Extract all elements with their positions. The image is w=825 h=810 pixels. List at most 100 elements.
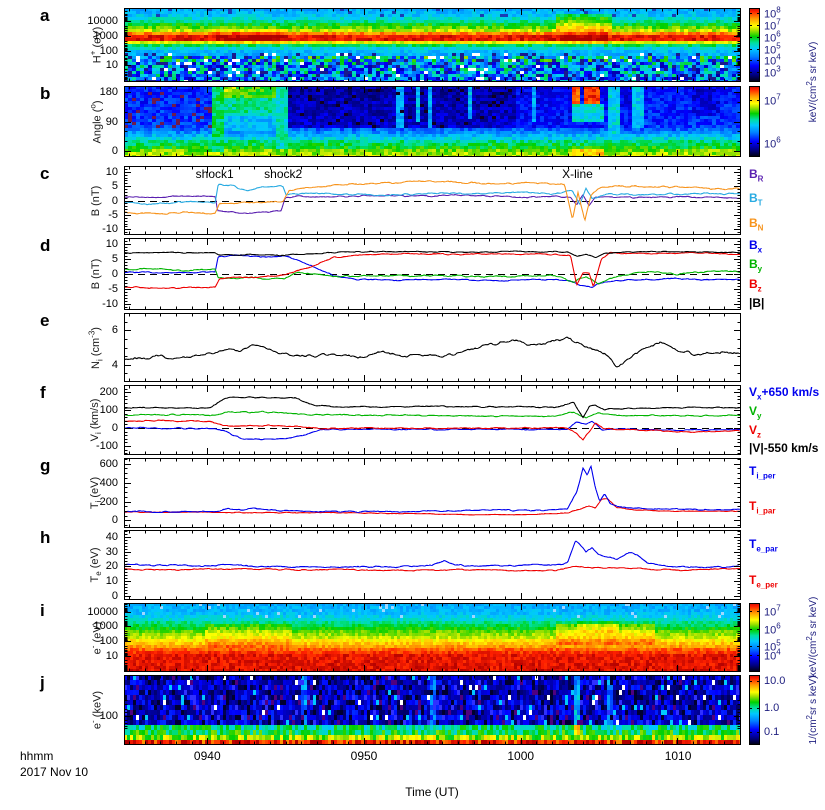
annotation-shock2: shock2 bbox=[264, 167, 303, 181]
colorbar-i-tick-1: 106 bbox=[764, 621, 781, 637]
panel-h-legend-Te_per: Te_per bbox=[749, 573, 778, 590]
panel-letter-f: f bbox=[40, 383, 46, 402]
panel-d-legend-Bx: Bx bbox=[749, 238, 763, 255]
colorbar-i-tick-2: 105 bbox=[764, 638, 781, 654]
panel-g-ytick-0: 600 bbox=[99, 457, 118, 470]
colorbar-a-tick-2: 106 bbox=[764, 29, 781, 45]
panel-b-ytick-0: 180 bbox=[99, 85, 118, 98]
colorbar-unit-i: keV/(cm2s sr keV) bbox=[804, 596, 820, 678]
colorbar-j bbox=[749, 675, 760, 745]
panel-f-ytick-0: 200 bbox=[99, 386, 118, 399]
panel-d-ytick-2: 0 bbox=[111, 268, 118, 280]
xtick-label-0940: 0940 bbox=[193, 749, 221, 763]
xtick-label-1000: 1000 bbox=[507, 749, 535, 763]
panel-h-ytick-1: 30 bbox=[105, 545, 118, 558]
panel-a-ytick-1: 1000 bbox=[93, 30, 118, 43]
colorbar-unit-j: 1/(cm2sr s keV) bbox=[804, 675, 820, 745]
colorbar-a-tick-4: 104 bbox=[764, 52, 781, 68]
colorbar-a-tick-5: 103 bbox=[764, 64, 781, 79]
panel-c-ytick-1: 5 bbox=[111, 180, 118, 193]
panel-letter-e: e bbox=[40, 311, 50, 330]
colorbar-a-tick-0: 108 bbox=[764, 5, 781, 21]
panel-c-legend-BT: BT bbox=[749, 190, 763, 208]
colorbar-j-tick-0: 10.0 bbox=[764, 674, 786, 687]
panel-c-plot bbox=[124, 166, 741, 235]
x-axis-title: Time (UT) bbox=[405, 785, 459, 799]
panel-h-ytick-3: 10 bbox=[105, 575, 118, 588]
colorbar-i-tick-0: 107 bbox=[764, 603, 781, 619]
annotation-X-line: X-line bbox=[562, 167, 593, 181]
panel-h-ytick-4: 0 bbox=[111, 589, 118, 602]
panel-i-ytick-2: 100 bbox=[99, 635, 118, 648]
panel-letter-b: b bbox=[40, 84, 51, 103]
panel-a-plot bbox=[124, 8, 741, 82]
panel-g-legend-Ti_par: Ti_par bbox=[749, 498, 776, 515]
panel-e-ytick-0: 6 bbox=[111, 324, 118, 337]
panel-j-ytick-0: 100 bbox=[99, 709, 118, 722]
panel-g-ytick-2: 200 bbox=[99, 495, 118, 508]
panel-h-legend-Te_par: Te_par bbox=[749, 537, 778, 554]
panel-letter-j: j bbox=[40, 673, 45, 692]
colorbar-b bbox=[749, 86, 760, 157]
colorbar-unit-ab: keV/(cm2s sr keV) bbox=[804, 41, 820, 123]
panel-f-legend-Vz: Vz bbox=[749, 422, 762, 440]
xtick-label-1010: 1010 bbox=[664, 749, 692, 763]
panel-i-ytick-1: 1000 bbox=[93, 620, 118, 633]
panel-g-legend-Ti_per: Ti_per bbox=[749, 463, 776, 480]
panel-e-ytick-1: 4 bbox=[111, 358, 118, 371]
panel-a-ytick-2: 100 bbox=[99, 44, 118, 57]
panel-h-ytick-0: 40 bbox=[105, 531, 118, 544]
panel-a-ytick-3: 10 bbox=[105, 58, 118, 71]
panel-letter-a: a bbox=[40, 6, 50, 25]
colorbar-a bbox=[749, 8, 760, 82]
panel-d-ytick-4: -10 bbox=[102, 298, 118, 310]
panel-i-ytick-3: 10 bbox=[105, 650, 118, 663]
date-label: 2017 Nov 10 bbox=[20, 765, 89, 779]
colorbar-a-tick-3: 105 bbox=[764, 41, 781, 57]
panel-f-legend-Vx: Vx+650 km/s bbox=[749, 385, 820, 402]
panel-b-plot bbox=[124, 86, 741, 157]
panel-j-plot bbox=[124, 675, 741, 745]
xtick-label-0950: 0950 bbox=[350, 749, 378, 763]
panel-c-ytick-0: 10 bbox=[105, 165, 118, 178]
panel-g-ytick-3: 0 bbox=[111, 514, 118, 527]
panel-f-legend-|V|: |V|-550 km/s bbox=[749, 441, 819, 455]
panel-letter-d: d bbox=[40, 236, 51, 255]
panel-c-ytick-3: -5 bbox=[108, 208, 118, 221]
panel-b-ytick-2: 0 bbox=[111, 145, 118, 158]
panel-c-ytick-2: 0 bbox=[111, 194, 118, 207]
panel-f-ytick-3: -100 bbox=[95, 440, 118, 453]
panel-f-ytick-2: 0 bbox=[111, 422, 118, 435]
colorbar-a-tick-1: 107 bbox=[764, 17, 781, 33]
panel-d-legend-Bz: Bz bbox=[749, 276, 762, 294]
hhmm-label: hhmm bbox=[20, 749, 54, 763]
colorbar-i-tick-3: 104 bbox=[764, 647, 781, 663]
panel-f-ytick-1: 100 bbox=[99, 404, 118, 417]
panel-d-ytick-3: -5 bbox=[108, 283, 118, 295]
panel-letter-h: h bbox=[40, 528, 51, 547]
panel-letter-g: g bbox=[40, 456, 51, 475]
panel-letter-c: c bbox=[40, 164, 50, 183]
panel-c-ytick-4: -10 bbox=[102, 223, 118, 236]
colorbar-b-tick-1: 106 bbox=[764, 135, 781, 151]
colorbar-j-tick-2: 0.1 bbox=[764, 726, 780, 739]
panel-i-plot bbox=[124, 603, 741, 672]
panel-c-legend-BN: BN bbox=[749, 215, 764, 233]
panel-f-legend-Vy: Vy bbox=[749, 403, 762, 421]
panel-h-plot bbox=[124, 530, 741, 600]
panel-g-ytick-1: 400 bbox=[99, 476, 118, 489]
panel-c-legend-BR: BR bbox=[749, 167, 764, 184]
panel-letter-i: i bbox=[40, 601, 45, 620]
panel-a-ytick-0: 10000 bbox=[87, 15, 118, 28]
panel-d-legend-|B|: |B| bbox=[749, 295, 765, 310]
panel-i-ytick-0: 10000 bbox=[87, 605, 118, 618]
panel-d-legend-By: By bbox=[749, 257, 763, 274]
panel-f-plot bbox=[124, 385, 741, 455]
panel-g-plot bbox=[124, 458, 741, 528]
colorbar-j-tick-1: 1.0 bbox=[764, 701, 780, 714]
panel-d-ytick-0: 10 bbox=[105, 238, 118, 250]
colorbar-i bbox=[749, 603, 760, 672]
panel-d-ytick-1: 5 bbox=[111, 253, 118, 265]
colorbar-b-tick-0: 107 bbox=[764, 92, 781, 108]
